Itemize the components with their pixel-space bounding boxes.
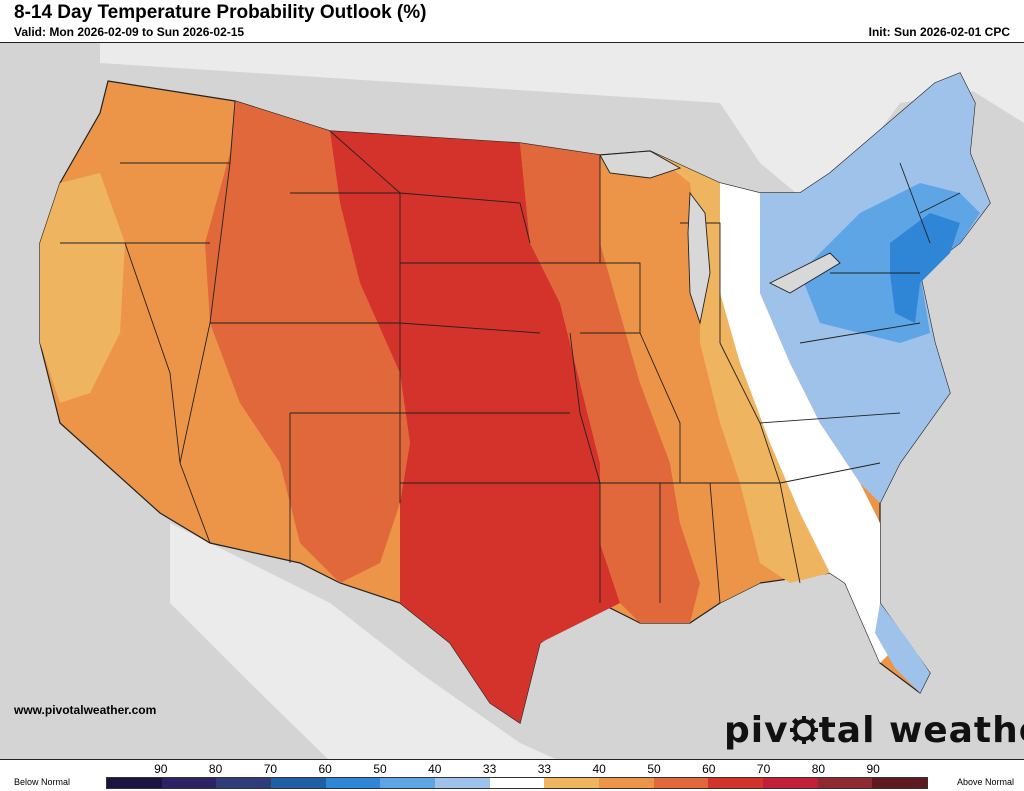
above-normal-label: Above Normal [956,777,1014,787]
legend-tick-label: 90 [154,762,168,776]
legend-tick-label: 50 [373,762,387,776]
legend-ticks: 90 80 70 60 50 40 33 33 40 50 60 70 80 90 [0,762,1024,776]
legend-tick-label: 80 [208,762,223,776]
header: 8-14 Day Temperature Probability Outlook… [0,0,1024,42]
init-time: Init: Sun 2026-02-01 CPC [868,25,1010,39]
legend-tick-label: 60 [702,762,716,776]
legend-swatch [380,778,436,788]
legend-tick-label: 40 [592,762,606,776]
legend-tick-label: 80 [811,762,826,776]
legend-swatch [763,778,818,788]
legend-swatch [653,778,709,788]
legend-bar [106,777,928,789]
legend-tick-label: 50 [647,762,661,776]
legend-tick-label: 70 [756,762,771,776]
legend-swatch [216,778,272,788]
legend-swatch [708,778,764,788]
brand-right: tal weather [818,710,1024,751]
legend-tick-label: 60 [318,762,332,776]
zone-normal [720,183,900,663]
valid-period: Valid: Mon 2026-02-09 to Sun 2026-02-15 [14,25,245,39]
brand-left: piv [724,710,789,751]
lake-superior [599,150,682,179]
legend-swatch [817,778,873,788]
state-borders [60,100,961,604]
legend-tick-label: 90 [866,762,880,776]
legend-tick-label: 33 [482,762,497,776]
website-url[interactable]: www.pivotalweather.com [14,703,157,717]
gear-icon [789,716,818,744]
legend-swatch [544,778,600,788]
legend-swatch [161,778,217,788]
legend-tick-label: 33 [537,762,552,776]
legend-tick-label: 40 [428,762,442,776]
brand-logo: piv tal weather [724,710,1024,751]
mexico-land [170,523,556,759]
zone-below-33-florida [875,603,930,693]
legend-swatch [872,778,928,788]
map-title: 8-14 Day Temperature Probability Outlook… [14,2,427,23]
legend-swatch [271,778,326,788]
outlook-map[interactable] [0,42,1024,760]
legend-swatch [107,778,162,788]
zone-above-50-west [205,101,410,583]
map-svg [0,43,1024,759]
canada-land [100,43,1024,213]
legend-swatch [325,778,381,788]
legend-swatch [489,778,545,788]
zone-below-50 [890,213,960,323]
zone-above-60-central [330,131,620,723]
legend-tick-label: 70 [263,762,278,776]
zone-above-33-east [650,151,830,583]
legend-swatch [599,778,654,788]
lake-michigan [687,191,711,325]
zone-above-33-west [40,173,125,403]
lake-erie [768,252,841,294]
legend-swatch [435,778,490,788]
below-normal-label: Below Normal [14,777,71,787]
color-legend: 90 80 70 60 50 40 33 33 40 50 60 70 80 90 Below Norma… [0,760,1024,791]
